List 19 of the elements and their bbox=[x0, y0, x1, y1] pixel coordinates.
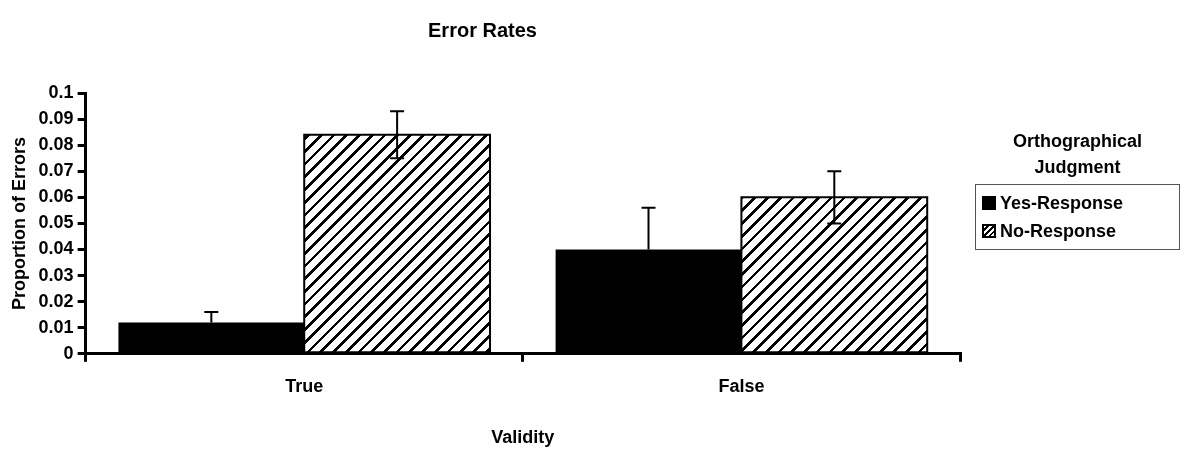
y-tick-label: 0.03 bbox=[38, 264, 74, 285]
y-axis-title: Proportion of Errors bbox=[8, 136, 29, 310]
y-tick-label: 0.01 bbox=[38, 316, 74, 337]
y-tick-label: 0.04 bbox=[38, 238, 74, 259]
legend-title: Orthographical Judgment bbox=[1012, 130, 1143, 179]
y-tick-label: 0.08 bbox=[38, 134, 74, 155]
y-tick-label: 0.06 bbox=[38, 186, 74, 207]
legend-label: No-Response bbox=[1000, 220, 1117, 243]
y-tick-label: 0.05 bbox=[38, 212, 74, 233]
x-tick-label: True bbox=[285, 375, 324, 396]
x-tick-label: False bbox=[718, 375, 765, 396]
chart-title: Error Rates bbox=[428, 18, 537, 41]
y-tick-label: 0 bbox=[63, 342, 74, 363]
x-axis-title: Validity bbox=[491, 427, 555, 448]
y-tick-label: 0.07 bbox=[38, 160, 74, 181]
y-tick-label: 0.02 bbox=[38, 290, 74, 311]
y-tick-label: 0.09 bbox=[38, 108, 74, 129]
y-tick-label: 0.1 bbox=[48, 81, 74, 102]
legend-label: Yes-Response bbox=[1000, 192, 1124, 215]
